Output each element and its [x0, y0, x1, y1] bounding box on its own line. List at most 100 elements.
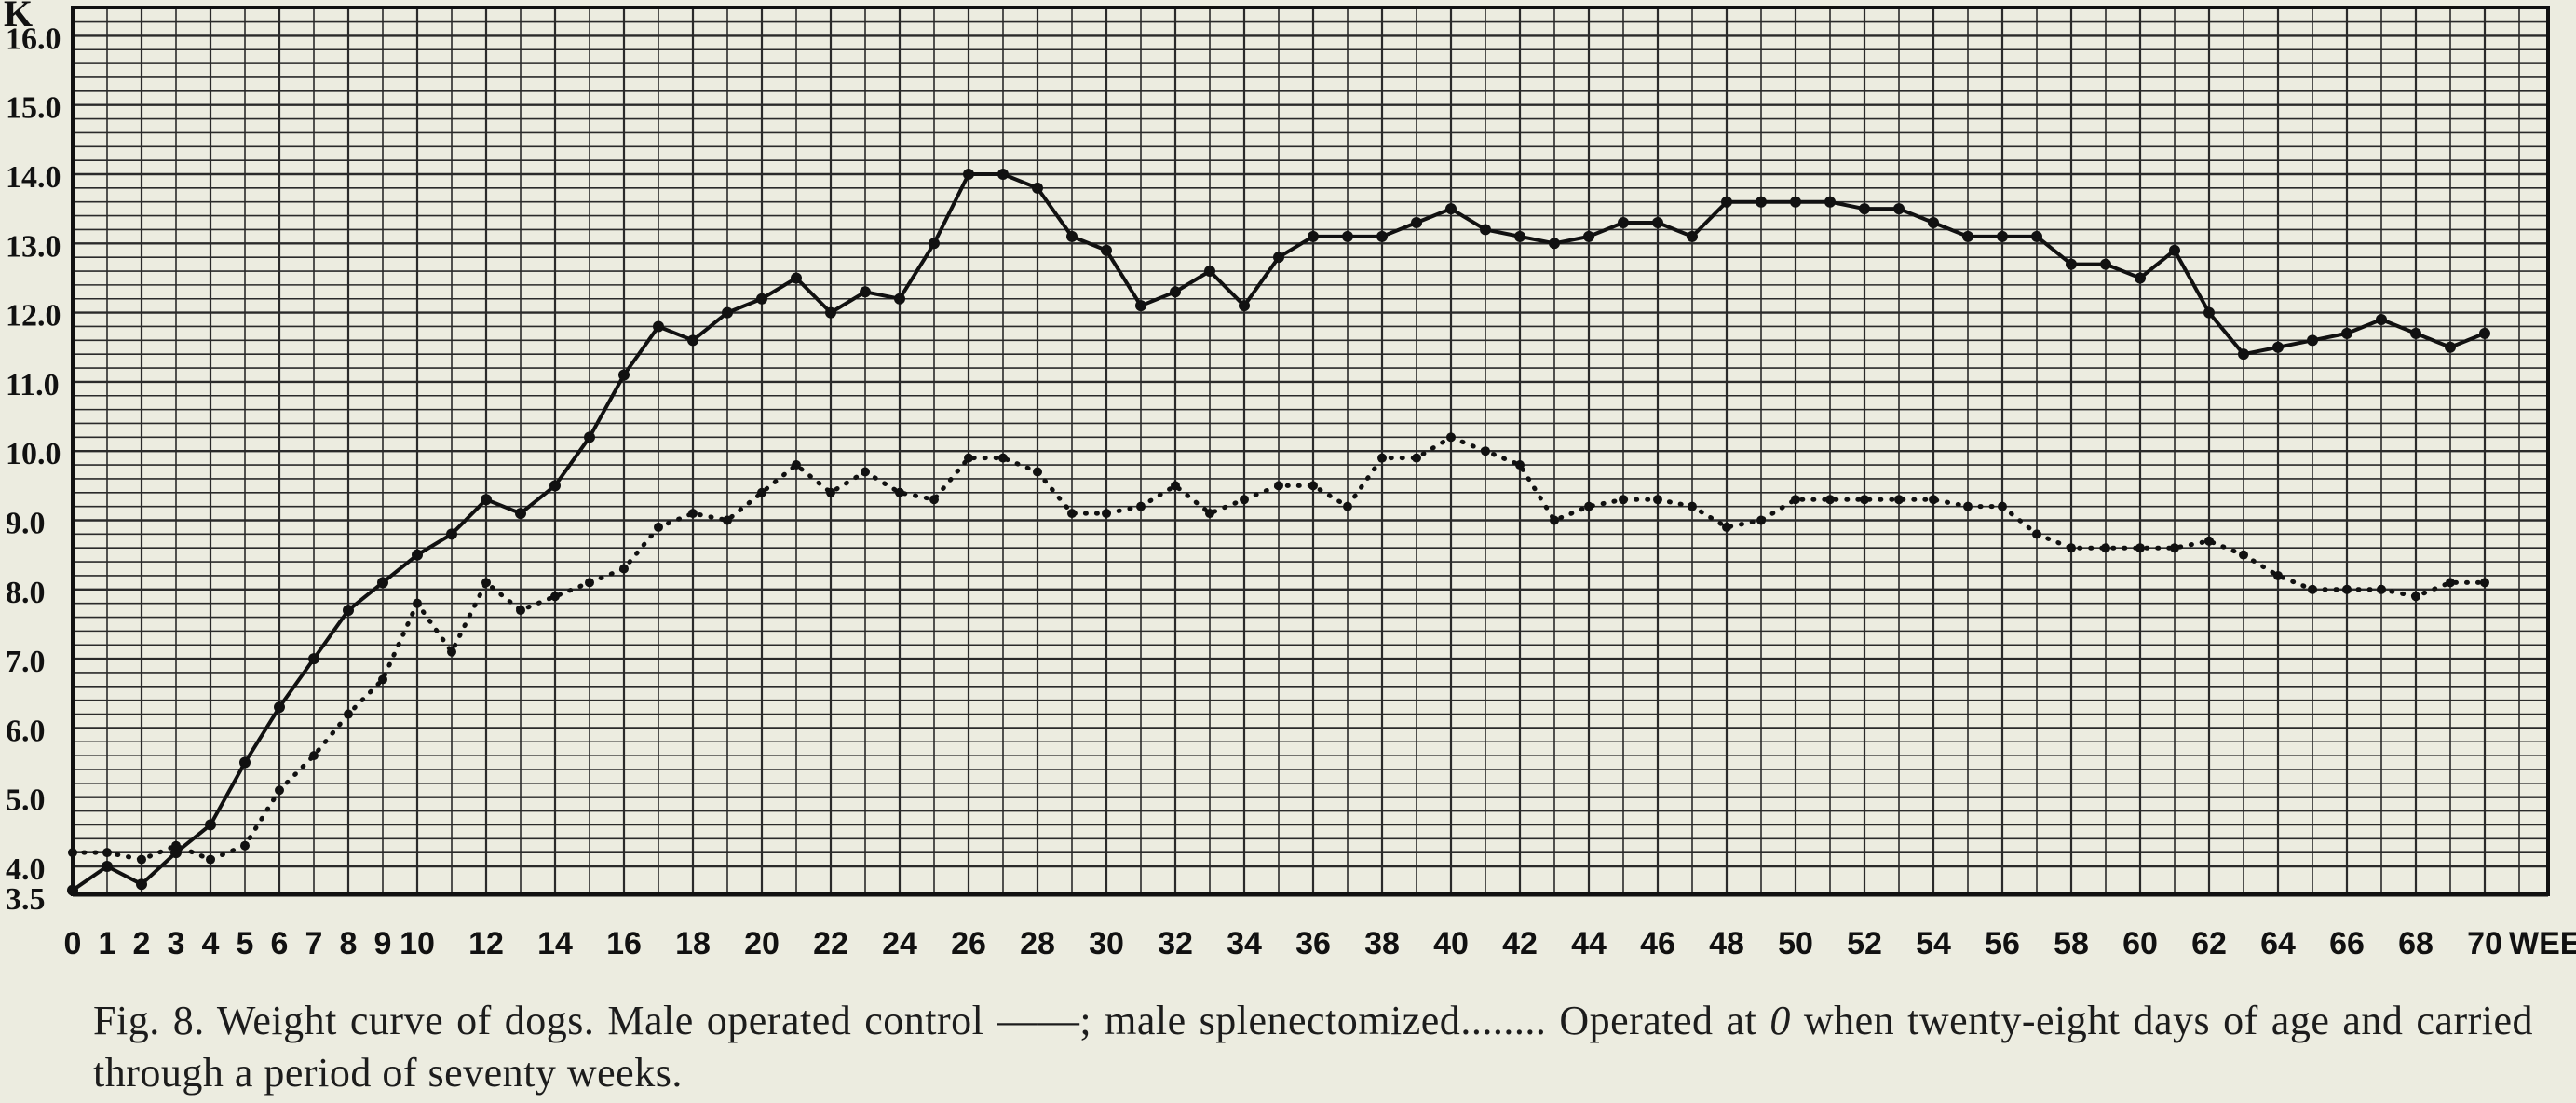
- splenectomized-point: [1894, 495, 1904, 505]
- control-point: [1824, 196, 1836, 208]
- control-point: [963, 169, 974, 180]
- splenectomized-point: [757, 487, 766, 497]
- control-point: [2376, 314, 2387, 326]
- splenectomized-point: [688, 509, 698, 519]
- control-point: [894, 293, 905, 305]
- splenectomized-point: [998, 453, 1008, 463]
- x-tick-label: 50: [1778, 926, 1813, 961]
- splenectomized-point: [1619, 495, 1628, 505]
- splenectomized-point: [68, 848, 77, 858]
- splenectomized-point: [1308, 481, 1318, 491]
- x-tick-label: 66: [2329, 926, 2365, 961]
- splenectomized-point: [1860, 495, 1869, 505]
- control-point: [584, 431, 595, 443]
- control-point: [1790, 196, 1801, 208]
- splenectomized-point: [1481, 446, 1490, 456]
- splenectomized-point: [481, 578, 491, 588]
- x-tick-label: 8: [340, 926, 358, 961]
- splenectomized-point: [378, 674, 387, 685]
- control-point: [1756, 196, 1767, 208]
- splenectomized-point: [2342, 584, 2352, 594]
- splenectomized-point: [137, 854, 146, 865]
- splenectomized-point: [2239, 550, 2248, 560]
- splenectomized-point: [1963, 501, 1973, 511]
- y-tick-label: 7.0: [6, 645, 46, 679]
- x-tick-label: 12: [468, 926, 504, 961]
- control-point: [1514, 230, 1525, 242]
- control-point: [1170, 286, 1181, 298]
- splenectomized-point: [929, 495, 939, 505]
- splenectomized-point: [2032, 529, 2041, 539]
- splenectomized-point: [1067, 509, 1077, 519]
- splenectomized-point: [964, 453, 973, 463]
- y-tick-label: 6.0: [6, 714, 46, 748]
- control-point: [1342, 230, 1353, 242]
- x-tick-label: 36: [1295, 926, 1331, 961]
- splenectomized-point: [550, 592, 560, 602]
- control-point: [343, 605, 354, 617]
- splenectomized-point: [895, 487, 904, 497]
- x-tick-label: 2: [133, 926, 151, 961]
- control-point: [412, 549, 423, 561]
- splenectomized-point: [413, 598, 422, 608]
- y-tick-label: 16.0: [6, 21, 61, 56]
- x-tick-label: 0: [64, 926, 82, 961]
- control-point: [2307, 334, 2318, 347]
- x-tick-label: 70: [2467, 926, 2502, 961]
- splenectomized-point: [1929, 495, 1938, 505]
- control-point: [1204, 266, 1215, 278]
- y-tick-label: 5.0: [6, 783, 46, 818]
- control-point: [997, 169, 1009, 180]
- splenectomized-point: [1584, 501, 1593, 511]
- y-tick-label: 10.0: [6, 437, 61, 471]
- x-tick-label: 42: [1502, 926, 1538, 961]
- splenectomized-point: [1136, 501, 1146, 511]
- splenectomized-point: [2377, 584, 2386, 594]
- splenectomized-point: [171, 840, 181, 851]
- control-point: [1308, 230, 1319, 242]
- control-point: [2238, 348, 2249, 361]
- control-point: [722, 306, 733, 319]
- control-point: [1618, 217, 1629, 229]
- splenectomized-point: [2411, 592, 2420, 602]
- control-point: [549, 480, 561, 492]
- control-point: [1101, 244, 1112, 256]
- splenectomized-point: [309, 751, 319, 761]
- x-tick-label: 1: [99, 926, 116, 961]
- caption-solid-mark: ——: [997, 998, 1080, 1043]
- x-tick-label: 3: [168, 926, 185, 961]
- control-point: [2272, 341, 2284, 353]
- control-point: [1066, 230, 1078, 242]
- control-point: [1687, 230, 1698, 242]
- figure-caption: Fig. 8. Weight curve of dogs. Male opera…: [93, 995, 2533, 1099]
- splenectomized-point: [861, 467, 870, 477]
- control-point: [205, 819, 216, 831]
- x-tick-label: 68: [2398, 926, 2434, 961]
- splenectomized-point: [1412, 453, 1421, 463]
- control-point: [1928, 217, 1939, 229]
- splenectomized-point: [1343, 501, 1352, 511]
- y-tick-label: 13.0: [6, 229, 61, 264]
- control-point: [2479, 327, 2490, 339]
- control-point: [791, 272, 802, 284]
- splenectomized-point: [2480, 578, 2489, 588]
- splenectomized-point: [2170, 543, 2179, 553]
- splenectomized-point: [1171, 481, 1180, 491]
- splenectomized-point: [1240, 495, 1249, 505]
- splenectomized-point: [1377, 453, 1387, 463]
- splenectomized-point: [2446, 578, 2455, 588]
- x-tick-label: 52: [1847, 926, 1882, 961]
- control-point: [2066, 258, 2077, 270]
- x-tick-label: 14: [537, 926, 573, 961]
- splenectomized-point: [826, 487, 835, 497]
- chart-series: [67, 169, 2490, 896]
- x-tick-label: 64: [2260, 926, 2296, 961]
- splenectomized-point: [1446, 432, 1456, 443]
- x-tick-label: 16: [606, 926, 642, 961]
- splenectomized-point: [2273, 570, 2283, 580]
- x-tick-label: 44: [1571, 926, 1607, 961]
- splenectomized-point: [275, 785, 284, 796]
- x-tick-label: 30: [1089, 926, 1124, 961]
- y-tick-label: 4.0: [6, 852, 46, 887]
- control-point: [1652, 217, 1663, 229]
